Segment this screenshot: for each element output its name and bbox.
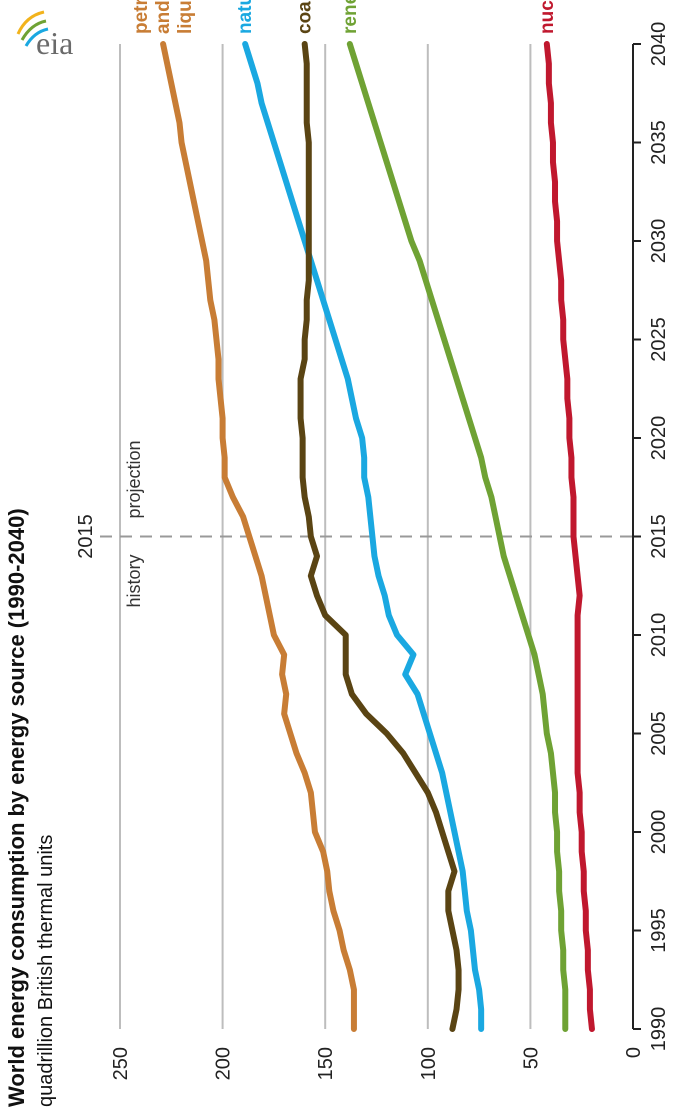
vline-label: 2015 (75, 514, 97, 559)
x-tick-label: 2010 (648, 613, 670, 658)
series-line-nuclear (543, 41, 595, 1032)
series-label: renewables (340, 0, 361, 34)
logo-rays-icon-3 (24, 27, 49, 47)
y-tick-label: 200 (213, 1047, 235, 1080)
x-tick-label: 2005 (648, 711, 670, 756)
series-line-natural-gas (242, 41, 485, 1032)
y-tick-label: 0 (623, 1047, 645, 1058)
y-tick-label: 100 (418, 1047, 440, 1080)
x-tick-label: 2040 (648, 22, 670, 67)
x-tick-label: 2030 (648, 219, 670, 264)
axes: 1990199520002005201020152020202520302035… (110, 22, 670, 1081)
logo-rays-icon (16, 10, 45, 35)
series-label: coal (295, 0, 316, 34)
eia-logo: eia (16, 10, 73, 61)
series-label: nuclear (537, 0, 558, 34)
labels: petroleumand otherliquids natural gas coal… (131, 0, 558, 34)
projection-label: projection (124, 440, 144, 518)
y-tick-label: 150 (315, 1047, 337, 1080)
chart-subtitle: quadrillion British thermal units (35, 835, 57, 1107)
series-lines (160, 41, 595, 1032)
logo-rays-icon-2 (20, 19, 47, 41)
series-label: liquids (175, 0, 196, 34)
y-tick-label: 50 (520, 1047, 542, 1069)
series-label: and other (153, 0, 174, 34)
series-label: petroleum (131, 0, 152, 34)
history-label: history (124, 555, 144, 608)
chart-title: World energy consumption by energy sourc… (4, 508, 29, 1107)
x-tick-label: 2015 (648, 514, 670, 559)
vline-2015: 2015 history projection (75, 440, 633, 608)
x-tick-label: 2035 (648, 120, 670, 165)
x-tick-label: 2020 (648, 416, 670, 461)
x-tick-label: 1995 (648, 908, 670, 953)
series-label: natural gas (235, 0, 256, 34)
logo-text: eia (36, 25, 73, 61)
series-line-coal (297, 41, 462, 1032)
x-tick-label: 2000 (648, 810, 670, 855)
series-line-petroleum-and-other-liquids (160, 41, 357, 1032)
x-tick-label: 1990 (648, 1007, 670, 1052)
series-line-renewables (346, 41, 569, 1032)
y-tick-label: 250 (110, 1047, 132, 1080)
x-tick-label: 2025 (648, 317, 670, 362)
